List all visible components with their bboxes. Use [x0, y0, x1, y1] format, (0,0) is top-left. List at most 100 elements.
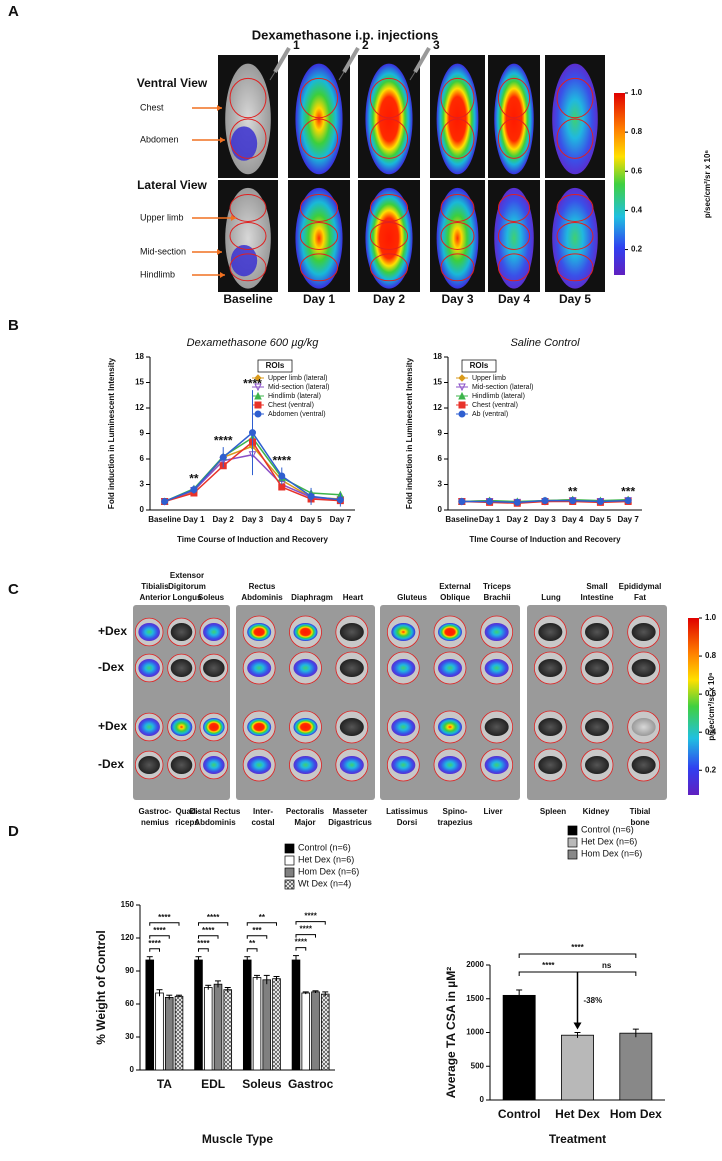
x-tick-label: Day 5 — [590, 515, 612, 524]
bar — [155, 992, 164, 1071]
tissue-label: Abdominis — [241, 593, 283, 602]
roi-circle — [167, 712, 196, 742]
marker — [458, 498, 466, 505]
roi-circle — [556, 253, 594, 282]
significance-bracket — [246, 948, 258, 952]
y-tick-label: 1500 — [466, 994, 484, 1003]
roi-circle — [497, 118, 531, 159]
marker — [307, 492, 315, 500]
syringe — [413, 46, 431, 74]
tissue — [247, 623, 272, 641]
tissue — [391, 756, 416, 774]
tissue — [391, 718, 416, 736]
roi-circle — [289, 748, 322, 782]
mouse-body — [494, 187, 534, 289]
tissue-label: External — [439, 582, 471, 591]
tissue — [585, 623, 609, 641]
tissue — [339, 718, 364, 736]
tissue — [293, 718, 318, 736]
signal — [230, 126, 258, 161]
y-tick-label: 6 — [438, 454, 443, 463]
x-tick-label: Gastroc — [288, 1077, 334, 1091]
significance-label: **** — [571, 943, 584, 952]
y-axis-label: Average TA CSA in µM² — [444, 967, 458, 1098]
legend-label: Wt Dex (n=4) — [298, 878, 351, 888]
roi-circle — [440, 77, 475, 119]
y-tick-label: 0 — [140, 505, 145, 514]
legend-label: Hindlimb (lateral) — [472, 393, 525, 400]
tissue — [138, 718, 160, 736]
legend-label: Ab (ventral) — [472, 411, 508, 418]
roi-label: Mid-section — [140, 246, 186, 256]
colorbar-tick-label: 0.8 — [631, 127, 643, 136]
legend-swatch — [284, 843, 295, 854]
roi-circle — [556, 118, 594, 159]
roi-circle — [242, 651, 276, 685]
x-tick-label: Day 2 — [507, 515, 529, 524]
change-label: -38% — [584, 996, 603, 1005]
tissue — [538, 756, 563, 774]
legend-label: Het Dex (n=6) — [298, 854, 354, 864]
roi-circle — [533, 615, 567, 649]
x-axis-label: Treatment — [549, 1132, 606, 1146]
tissue — [438, 623, 462, 641]
significance-label: **** — [197, 939, 210, 948]
legend-title: ROIs — [470, 361, 489, 370]
legend-swatch — [284, 867, 295, 878]
roi-circle — [386, 651, 420, 685]
roi-circle — [229, 194, 267, 222]
chart-title: Dexamethasone 600 µg/kg — [187, 337, 320, 349]
roi-circle — [299, 77, 339, 119]
roi-circle — [199, 712, 229, 742]
bar — [203, 987, 213, 1071]
roi-circle — [229, 118, 267, 159]
bar — [145, 959, 155, 1071]
marker — [486, 498, 494, 505]
bar — [164, 997, 174, 1071]
tissue — [538, 718, 563, 736]
tissue-label: Oblique — [440, 593, 470, 602]
roi-circle — [242, 615, 276, 649]
y-tick-label: 90 — [125, 966, 134, 975]
tissue — [631, 659, 656, 677]
roi-circle — [627, 615, 661, 649]
x-tick-label: Control — [498, 1107, 541, 1121]
marker — [278, 472, 286, 480]
panel-label: C — [8, 581, 19, 598]
tissue — [438, 659, 462, 677]
x-tick-label: Day 1 — [479, 515, 501, 524]
roi-circle — [134, 653, 164, 683]
injection-number: 2 — [362, 38, 369, 52]
roi-circle — [480, 615, 514, 649]
tissue — [203, 756, 225, 774]
roi-label: Abdomen — [140, 134, 179, 144]
tissue-label: Masseter — [333, 807, 368, 816]
roi-circle — [627, 651, 661, 685]
roi-circle — [497, 77, 531, 119]
significance-bracket — [577, 971, 637, 976]
annotation: **** — [243, 376, 262, 390]
arrow-head — [220, 272, 225, 278]
plate — [133, 605, 230, 800]
bar — [252, 977, 262, 1071]
plate — [380, 605, 520, 800]
tissue-label: Distal Rectus — [190, 807, 241, 816]
tissue-label: Triceps — [483, 582, 512, 591]
marker — [624, 497, 632, 505]
mouse-body — [365, 187, 413, 289]
y-tick-label: 120 — [121, 933, 135, 942]
x-tick-label: EDL — [201, 1077, 225, 1091]
colorbar-tick-label: 1.0 — [705, 613, 717, 622]
syringe — [342, 46, 360, 74]
x-tick-label: Day 7 — [617, 515, 639, 524]
tissue-label: Latissimus — [386, 807, 428, 816]
bar — [174, 995, 184, 1071]
tissue — [247, 659, 272, 677]
tissue-label: Inter- — [253, 807, 273, 816]
tissue — [170, 623, 193, 641]
roi-circle — [580, 710, 614, 744]
significance-bracket — [295, 934, 316, 938]
tissue — [339, 623, 364, 641]
roi-circle — [440, 253, 475, 282]
tissue-label: Soleus — [198, 593, 225, 602]
